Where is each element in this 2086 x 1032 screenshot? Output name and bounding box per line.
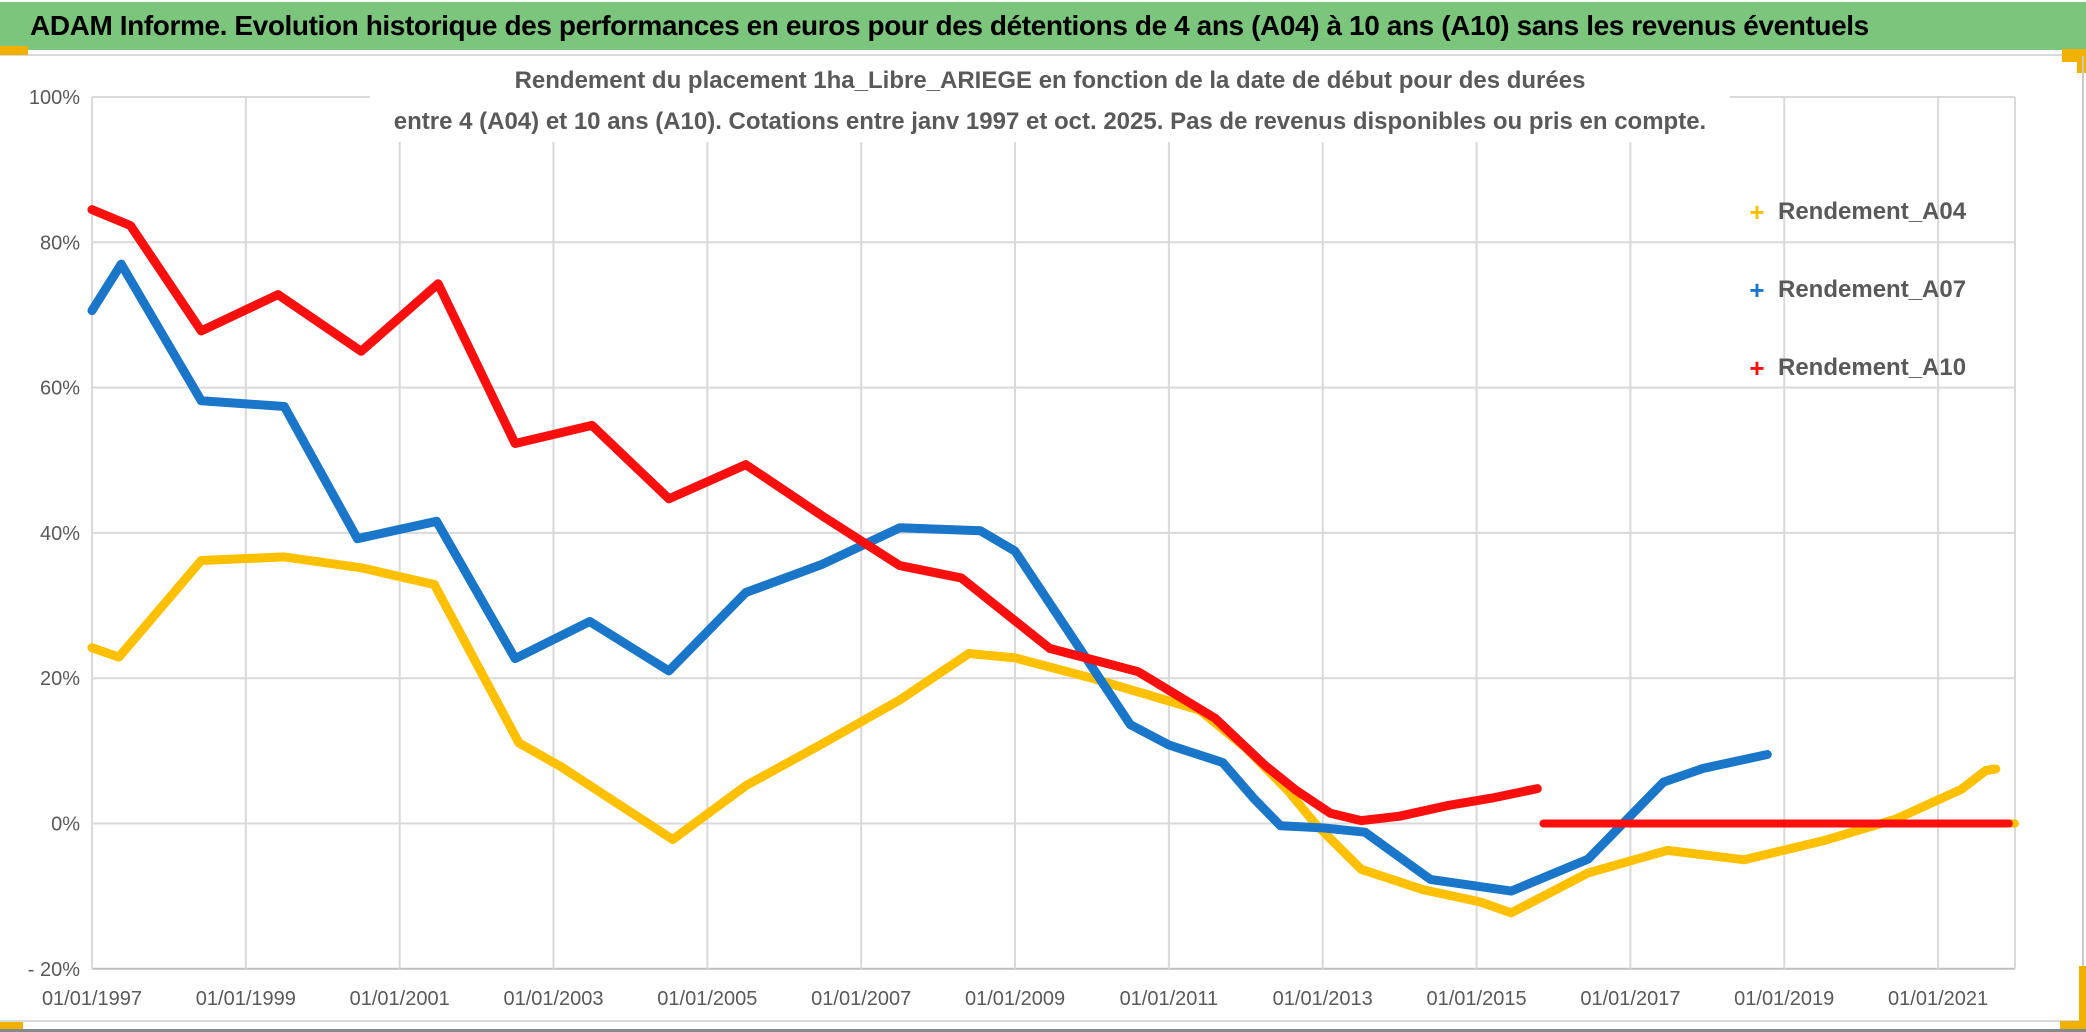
y-tick-label: 100% [29, 87, 80, 109]
header-bar: ADAM Informe. Evolution historique des p… [0, 2, 2086, 50]
header-divider [0, 54, 2086, 56]
corner-accent-bottom-right [2079, 966, 2086, 1024]
legend-label: Rendement_A07 [1778, 276, 1967, 303]
corner-accent-top-right [2077, 49, 2086, 73]
corner-accent-top-left [0, 46, 28, 55]
x-tick-label: 01/01/1999 [196, 988, 296, 1010]
x-tick-label: 01/01/2007 [811, 988, 911, 1010]
chart-legend: + Rendement_A04 + Rendement_A07 + Rendem… [1742, 192, 1966, 426]
header-title: ADAM Informe. Evolution historique des p… [30, 10, 1869, 41]
y-tick-label: 80% [40, 232, 80, 254]
legend-item-a10[interactable]: + Rendement_A10 [1742, 348, 1966, 388]
x-tick-label: 01/01/2001 [350, 988, 450, 1010]
window-right-border [2082, 56, 2084, 1022]
x-tick-label: 01/01/1997 [42, 988, 142, 1010]
plus-marker-icon: + [1749, 352, 1765, 383]
x-tick-label: 01/01/2021 [1888, 988, 1988, 1010]
x-tick-label: 01/01/2015 [1427, 988, 1527, 1010]
x-tick-label: 01/01/2019 [1734, 988, 1834, 1010]
legend-label: Rendement_A10 [1778, 354, 1967, 381]
series-line-Rendement_A04 [87, 552, 2001, 918]
x-tick-label: 01/01/2011 [1120, 988, 1219, 1010]
corner-accent-bottom-left [0, 1022, 23, 1032]
x-tick-label: 01/01/2017 [1580, 988, 1680, 1010]
chart-title-line-2: entre 4 (A04) et 10 ans (A10). Cotations… [393, 108, 1707, 135]
x-tick-label: 01/01/2005 [657, 988, 757, 1010]
plus-marker-icon: + [1749, 196, 1765, 227]
y-tick-label: 40% [40, 523, 80, 545]
series-line-Rendement_A07 [87, 259, 1772, 896]
corner-accent-bottom-right [2060, 1021, 2086, 1030]
y-tick-label: - 20% [28, 959, 80, 981]
x-tick-label: 01/01/2013 [1273, 988, 1373, 1010]
y-tick-label: 0% [51, 814, 80, 836]
y-tick-label: 20% [40, 668, 80, 690]
series-line-Rendement_A10 [87, 205, 1542, 826]
chart-title-line-1: Rendement du placement 1ha_Libre_ARIEGE … [514, 67, 1586, 94]
plus-marker-icon: + [1749, 274, 1765, 305]
x-tick-label: 01/01/2009 [965, 988, 1065, 1010]
performance-line-chart: 100% 80% 60% 40% 20% 0% - 20% 01/01/1997 01/01/1… [28, 87, 2019, 1010]
legend-label: Rendement_A04 [1778, 198, 1967, 225]
legend-item-a04[interactable]: + Rendement_A04 [1742, 192, 1966, 232]
screen-bottom-edge [0, 1029, 2086, 1032]
x-tick-label: 01/01/2003 [503, 988, 603, 1010]
y-tick-label: 60% [40, 378, 80, 400]
legend-item-a07[interactable]: + Rendement_A07 [1742, 270, 1966, 310]
window-bottom-border [0, 1020, 2086, 1022]
chart-title: Rendement du placement 1ha_Libre_ARIEGE … [370, 60, 1730, 142]
